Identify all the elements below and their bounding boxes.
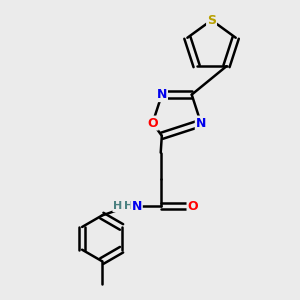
Text: N: N bbox=[131, 200, 142, 213]
Text: H: H bbox=[113, 201, 122, 211]
Text: N: N bbox=[157, 88, 167, 101]
Text: O: O bbox=[147, 117, 158, 130]
Text: H: H bbox=[124, 201, 133, 211]
Text: O: O bbox=[188, 200, 198, 213]
Text: N: N bbox=[196, 117, 206, 130]
Text: S: S bbox=[207, 14, 216, 27]
